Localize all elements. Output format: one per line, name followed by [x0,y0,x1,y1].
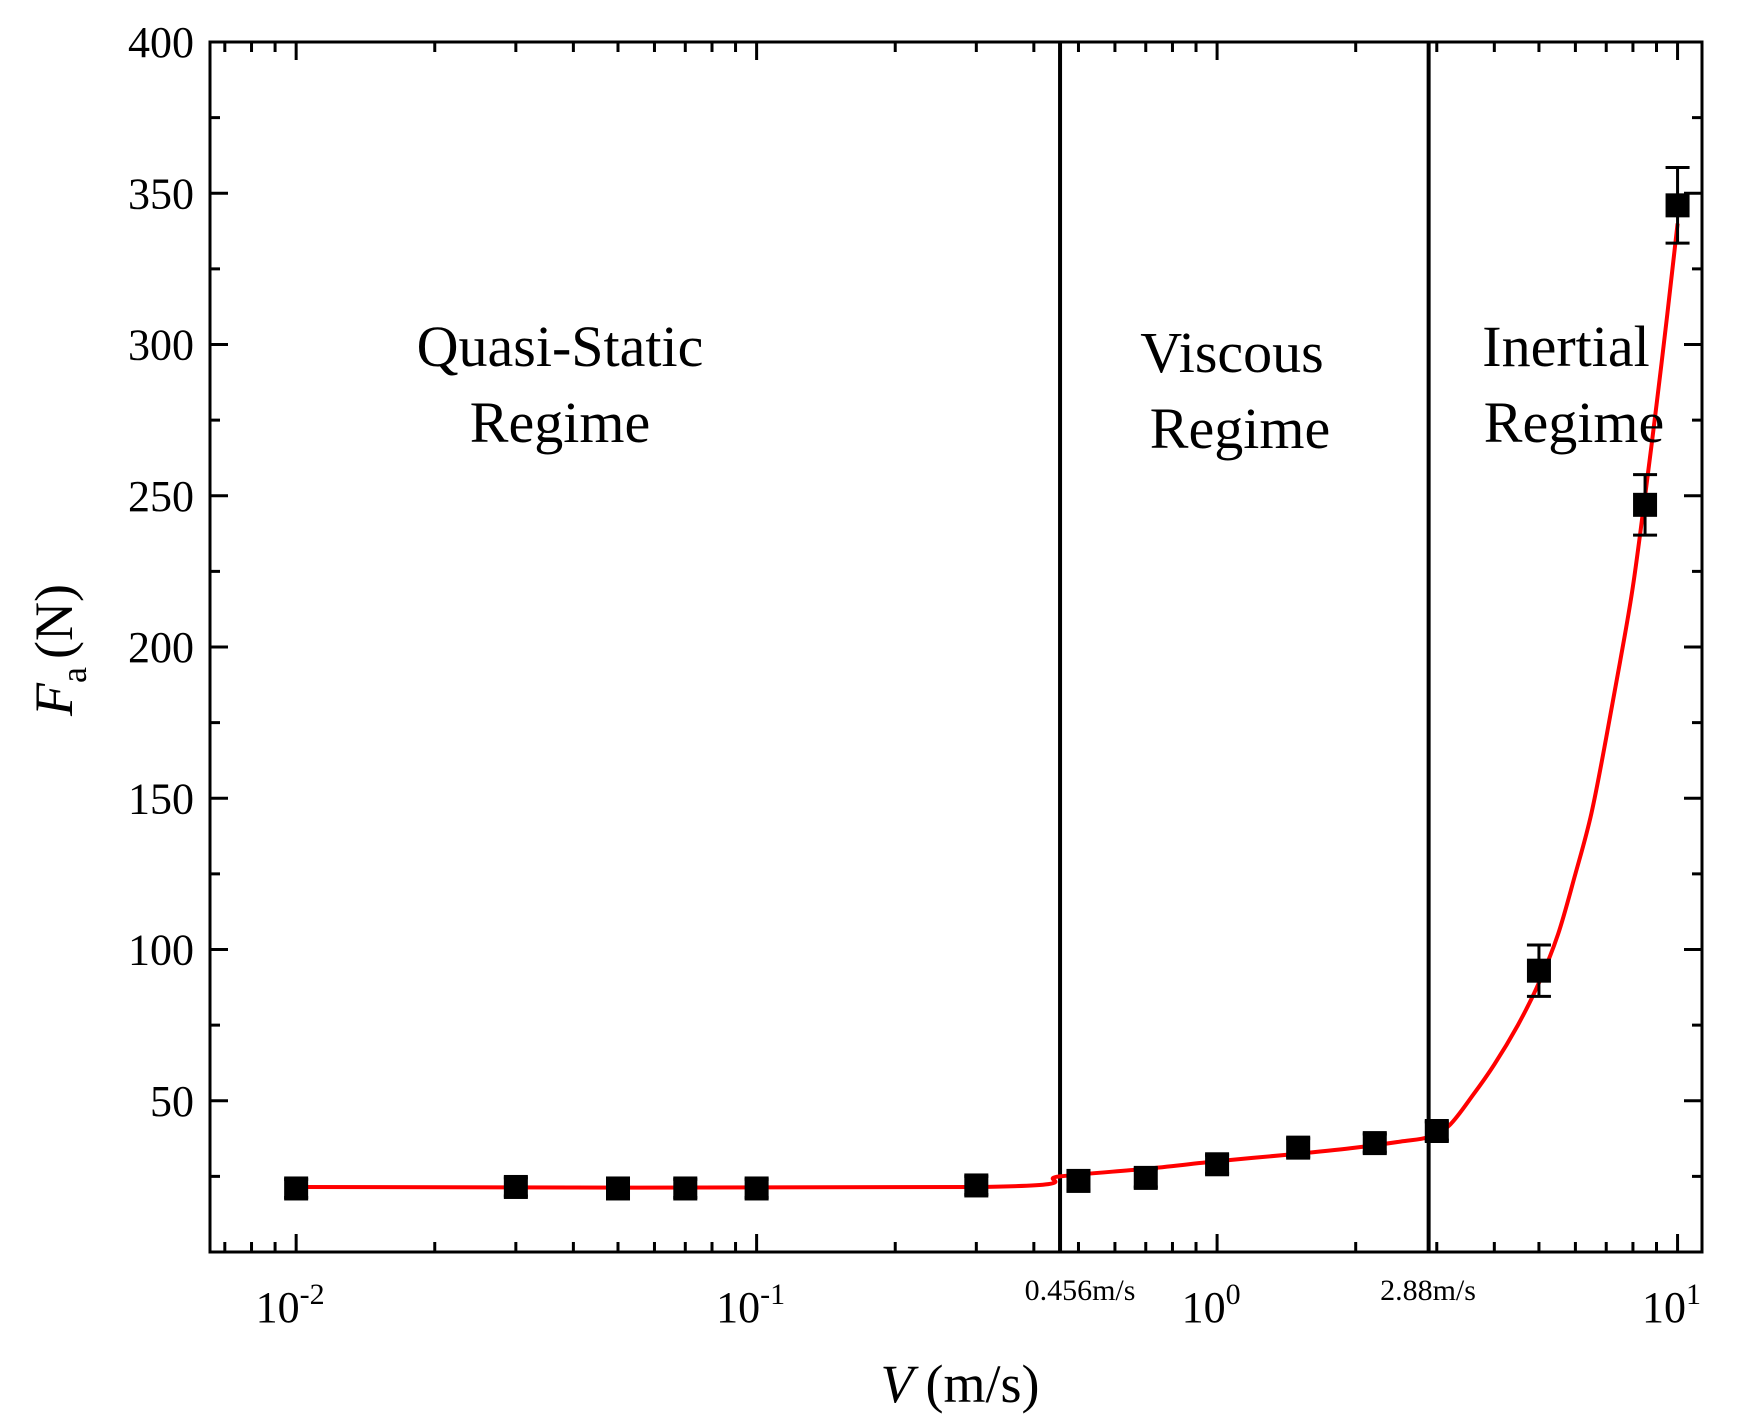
data-point-marker [744,1176,769,1201]
data-point-marker [1633,492,1658,517]
y-tick-label: 150 [128,774,194,823]
region-label-inertial-line2: Regime [1484,390,1664,455]
x-tick-label: 10-1 [716,1278,785,1332]
y-tick-label: 250 [128,472,194,521]
data-point-marker [284,1176,309,1201]
data-point-marker [673,1176,698,1201]
boundary-label-inertial-start: 2.88m/s [1380,1274,1476,1307]
x-tick-label: 10-2 [256,1278,325,1332]
region-label-quasi-static-line2: Regime [470,390,650,455]
data-point-marker [1526,958,1551,983]
y-tick-label: 200 [128,623,194,672]
region-label-inertial-line1: Inertial [1482,314,1649,379]
y-tick-label: 400 [128,18,194,67]
data-point-marker [1205,1152,1230,1177]
boundary-label-viscous-start: 0.456m/s [1025,1274,1136,1307]
data-point-marker [503,1174,528,1199]
x-tick-label: 100 [1182,1278,1241,1332]
y-tick-label: 300 [128,321,194,370]
data-point-marker [1286,1135,1311,1160]
y-tick-label: 50 [150,1077,194,1126]
fit-curve [296,223,1680,1190]
region-label-viscous-line1: Viscous [1140,320,1323,385]
region-label-quasi-static-line1: Quasi-Static [417,314,704,379]
x-axis-title: V (m/s) [881,1354,1040,1414]
y-tick-label: 100 [128,926,194,975]
plot-frame [208,40,1704,1254]
data-point-marker [1133,1165,1158,1190]
data-point-marker [1665,193,1690,218]
data-point-marker [1362,1131,1387,1156]
data-point-marker [1424,1119,1449,1143]
data-point-marker [964,1173,989,1198]
x-tick-label: 101 [1642,1278,1701,1332]
y-axis-title: Fa(N) [24,584,94,717]
data-point-marker [606,1176,631,1201]
data-point-marker [1066,1168,1091,1193]
region-label-viscous-line2: Regime [1150,396,1330,461]
y-tick-label: 350 [128,169,194,218]
